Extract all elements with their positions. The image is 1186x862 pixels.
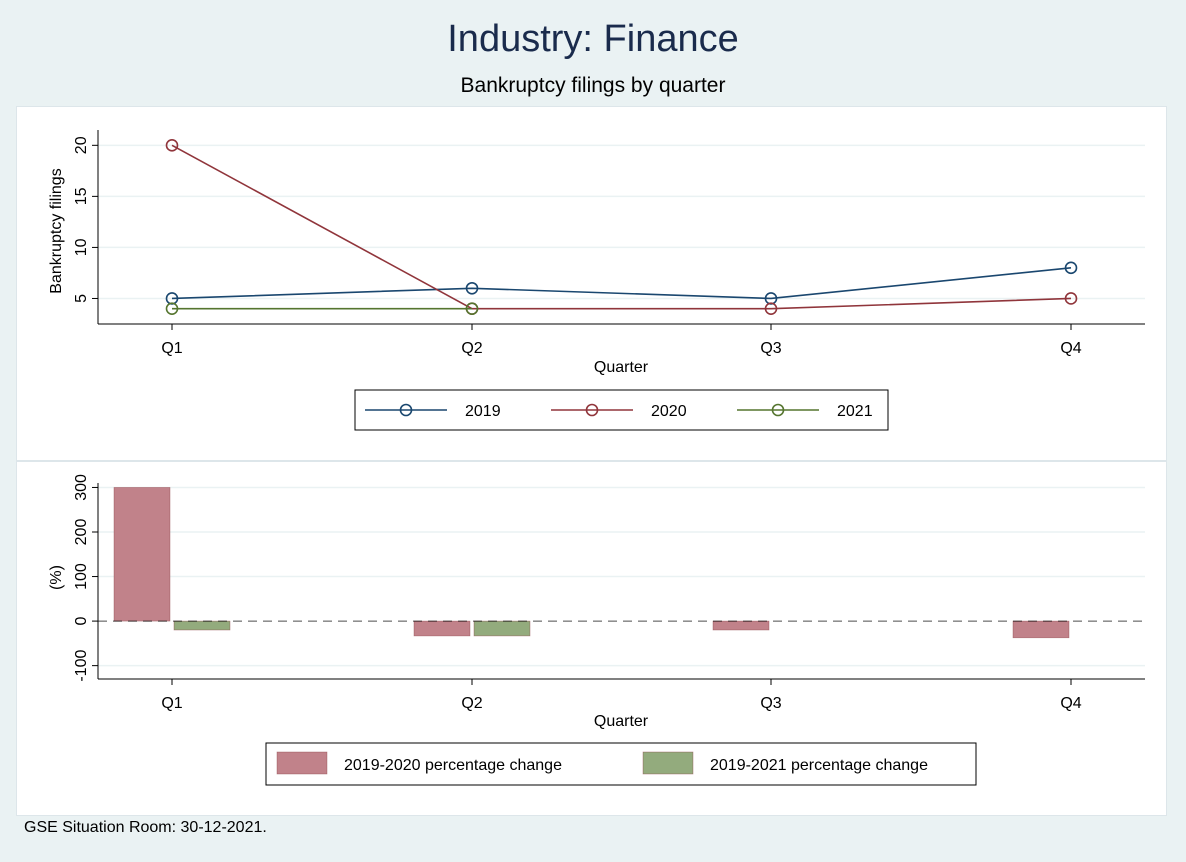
line-x-tick-label: Q1 (161, 340, 182, 357)
legend-swatch (642, 751, 694, 775)
line-x-tick-label: Q3 (760, 340, 781, 357)
bar-y-tick-label: 0 (73, 617, 90, 626)
bar-y-axis-title: (%) (48, 565, 65, 590)
bar-y-tick-label: 100 (73, 563, 90, 590)
legend-label: 2019 (465, 403, 501, 420)
bar-2019-2021 percentage change (173, 620, 231, 631)
bar-x-tick-label: Q2 (461, 695, 482, 712)
bar-2019-2020 percentage change (1012, 620, 1070, 639)
chart-title: Industry: Finance (447, 18, 739, 60)
legend-label: 2021 (837, 403, 873, 420)
line-y-tick-label: 10 (73, 238, 90, 256)
legend-label: 2019-2020 percentage change (344, 757, 562, 774)
bar-x-axis-title: Quarter (594, 713, 649, 730)
bar-2019-2020 percentage change (712, 620, 770, 631)
bar-x-tick-label: Q3 (760, 695, 781, 712)
legend-swatch (276, 751, 328, 775)
footnote: GSE Situation Room: 30-12-2021. (24, 819, 267, 836)
series-point-2021 (165, 302, 179, 315)
line-x-axis-title: Quarter (594, 359, 649, 376)
bar-2019-2020 percentage change (113, 487, 171, 622)
bar-legend (265, 742, 977, 786)
bar-y-tick-label: -100 (73, 650, 90, 682)
chart-subtitle: Bankruptcy filings by quarter (460, 74, 726, 97)
legend-marker-key (585, 403, 599, 417)
line-y-tick-label: 15 (73, 187, 90, 205)
line-y-tick-label: 5 (73, 294, 90, 303)
bar-x-tick-label: Q1 (161, 695, 182, 712)
series-point-2020 (165, 139, 179, 152)
bar-x-tick-label: Q4 (1060, 695, 1081, 712)
line-x-tick-label: Q4 (1060, 340, 1081, 357)
bar-2019-2020 percentage change (413, 620, 471, 637)
legend-label: 2020 (651, 403, 687, 420)
series-point-2020 (1064, 292, 1078, 305)
bar-2019-2021 percentage change (473, 620, 531, 637)
legend-marker-key (771, 403, 785, 417)
legend-marker-key (399, 403, 413, 417)
line-y-tick-label: 20 (73, 136, 90, 154)
line-x-tick-label: Q2 (461, 340, 482, 357)
series-point-2019 (1064, 261, 1078, 275)
legend-label: 2019-2021 percentage change (710, 757, 928, 774)
line-y-axis-title: Bankruptcy filings (48, 168, 65, 293)
bar-y-tick-label: 300 (73, 474, 90, 501)
series-line-2019 (171, 267, 1072, 300)
bar-y-tick-label: 200 (73, 519, 90, 546)
series-point-2019 (465, 281, 479, 295)
series-line-2020 (171, 144, 1072, 310)
series-point-2021 (465, 302, 479, 315)
series-point-2020 (764, 302, 778, 315)
